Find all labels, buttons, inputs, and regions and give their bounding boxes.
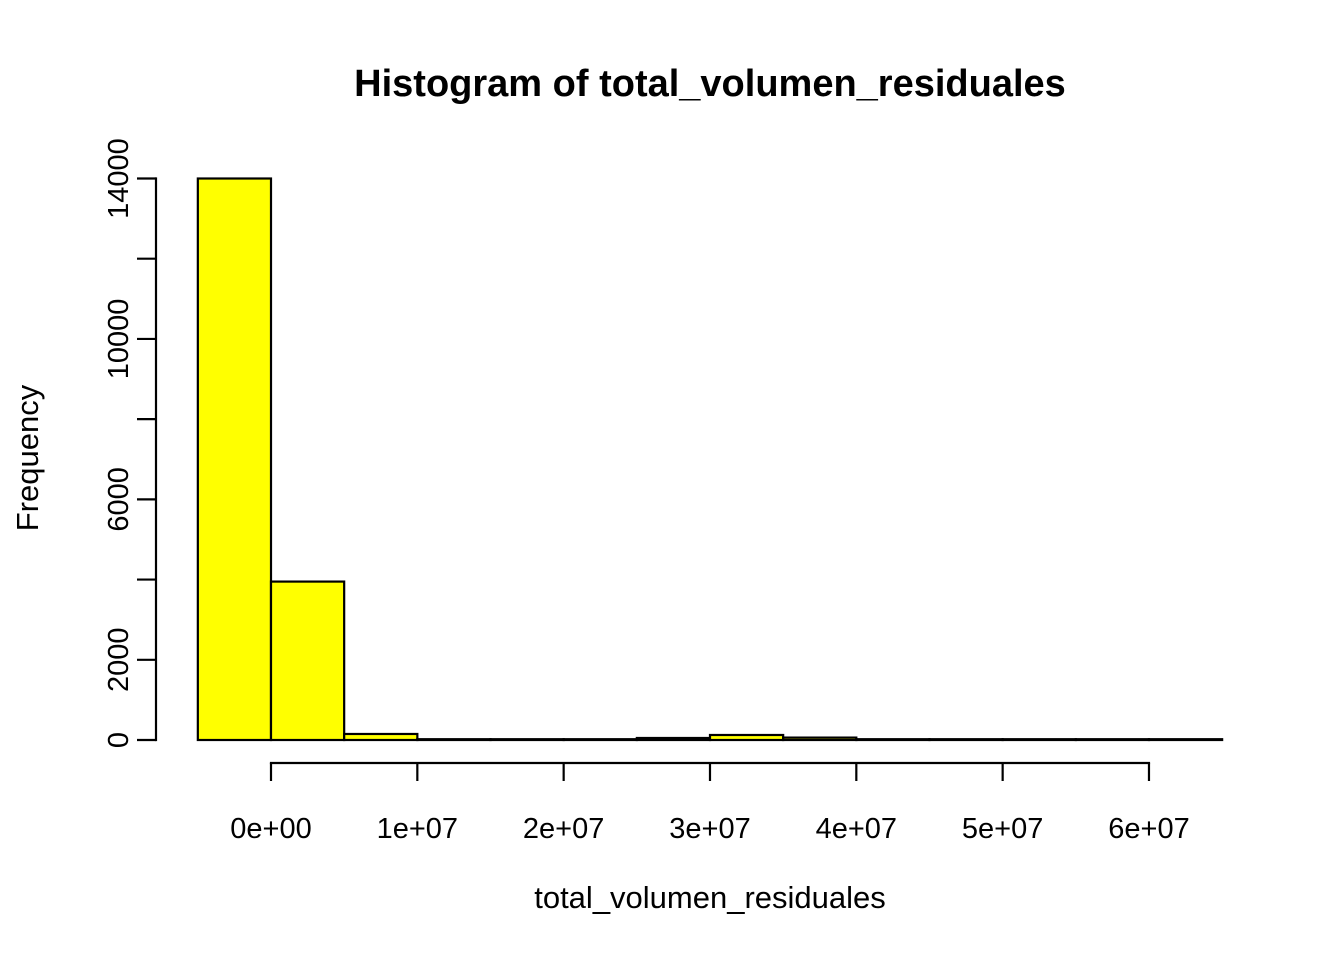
x-axis: 0e+00 1e+07 2e+07 3e+07 4e+07 5e+07 6e+07: [230, 761, 1190, 845]
histogram-bar: [708, 733, 785, 742]
x-tick-label: 2e+07: [523, 813, 604, 845]
histogram-bar: [1074, 738, 1151, 742]
y-tick-label: 2000: [103, 628, 135, 693]
histogram-bar: [635, 736, 712, 742]
y-tick-label: 0: [103, 732, 135, 748]
histogram-bar: [343, 732, 419, 742]
histogram-bar: [1001, 738, 1077, 742]
histogram-bar: [269, 580, 346, 742]
histogram-bar: [782, 736, 858, 742]
histogram-bar: [1147, 738, 1224, 742]
x-tick-label: 3e+07: [669, 813, 750, 845]
x-tick-label: 1e+07: [377, 813, 458, 845]
chart-title: Histogram of total_volumen_residuales: [354, 63, 1066, 105]
y-tick-label: 10000: [103, 299, 135, 380]
histogram-bar: [562, 738, 638, 742]
histogram-bar: [855, 738, 931, 742]
x-tick-label: 6e+07: [1108, 813, 1189, 845]
histogram-bar: [416, 738, 492, 742]
x-tick-label: 0e+00: [230, 813, 311, 845]
histogram-bar: [928, 738, 1004, 742]
x-tick-label: 5e+07: [962, 813, 1043, 845]
histogram-bars: [196, 177, 1224, 742]
y-axis: 0 2000 6000 10000 14000: [103, 138, 158, 748]
y-axis-label: Frequency: [10, 384, 45, 531]
x-tick-label: 4e+07: [816, 813, 897, 845]
y-tick-label: 6000: [103, 467, 135, 532]
y-tick-label: 14000: [103, 138, 135, 219]
histogram-bar: [489, 738, 565, 742]
x-axis-label: total_volumen_residuales: [534, 880, 886, 915]
histogram-bar: [196, 177, 273, 742]
